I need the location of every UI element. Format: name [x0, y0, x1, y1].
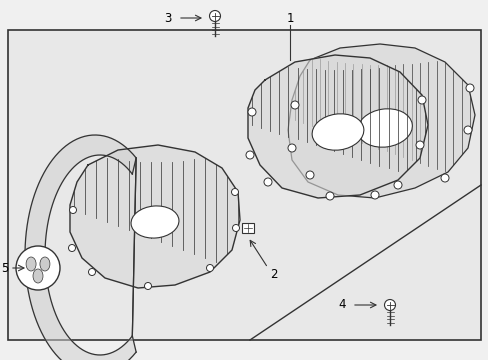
Circle shape — [384, 300, 395, 310]
Circle shape — [393, 181, 401, 189]
Circle shape — [68, 244, 75, 252]
Circle shape — [264, 178, 271, 186]
Polygon shape — [25, 135, 136, 360]
Text: 2: 2 — [270, 269, 277, 282]
Circle shape — [305, 171, 313, 179]
Bar — [8, 30, 480, 340]
Circle shape — [463, 126, 471, 134]
PathPatch shape — [287, 44, 474, 198]
Circle shape — [88, 269, 95, 275]
Ellipse shape — [311, 114, 363, 150]
Circle shape — [247, 108, 256, 116]
Text: 1: 1 — [285, 12, 293, 24]
Circle shape — [465, 84, 473, 92]
Polygon shape — [70, 145, 240, 288]
Circle shape — [245, 151, 253, 159]
Circle shape — [231, 189, 238, 195]
Text: 5: 5 — [1, 261, 9, 274]
Circle shape — [417, 96, 425, 104]
Circle shape — [415, 141, 423, 149]
Circle shape — [232, 225, 239, 231]
Ellipse shape — [40, 257, 50, 271]
Circle shape — [287, 144, 295, 152]
Circle shape — [209, 10, 220, 22]
PathPatch shape — [70, 145, 240, 288]
Polygon shape — [247, 55, 427, 198]
Circle shape — [290, 101, 298, 109]
Circle shape — [144, 283, 151, 289]
Ellipse shape — [26, 257, 36, 271]
Circle shape — [16, 246, 60, 290]
Polygon shape — [287, 44, 474, 198]
Bar — [241, 222, 254, 233]
Ellipse shape — [33, 269, 43, 283]
Circle shape — [69, 207, 76, 213]
Ellipse shape — [357, 109, 411, 147]
Text: 3: 3 — [164, 12, 171, 24]
Circle shape — [325, 192, 333, 200]
Circle shape — [370, 191, 378, 199]
Ellipse shape — [131, 206, 179, 238]
Circle shape — [206, 265, 213, 271]
Text: 4: 4 — [338, 298, 345, 311]
PathPatch shape — [247, 55, 427, 198]
Circle shape — [440, 174, 448, 182]
